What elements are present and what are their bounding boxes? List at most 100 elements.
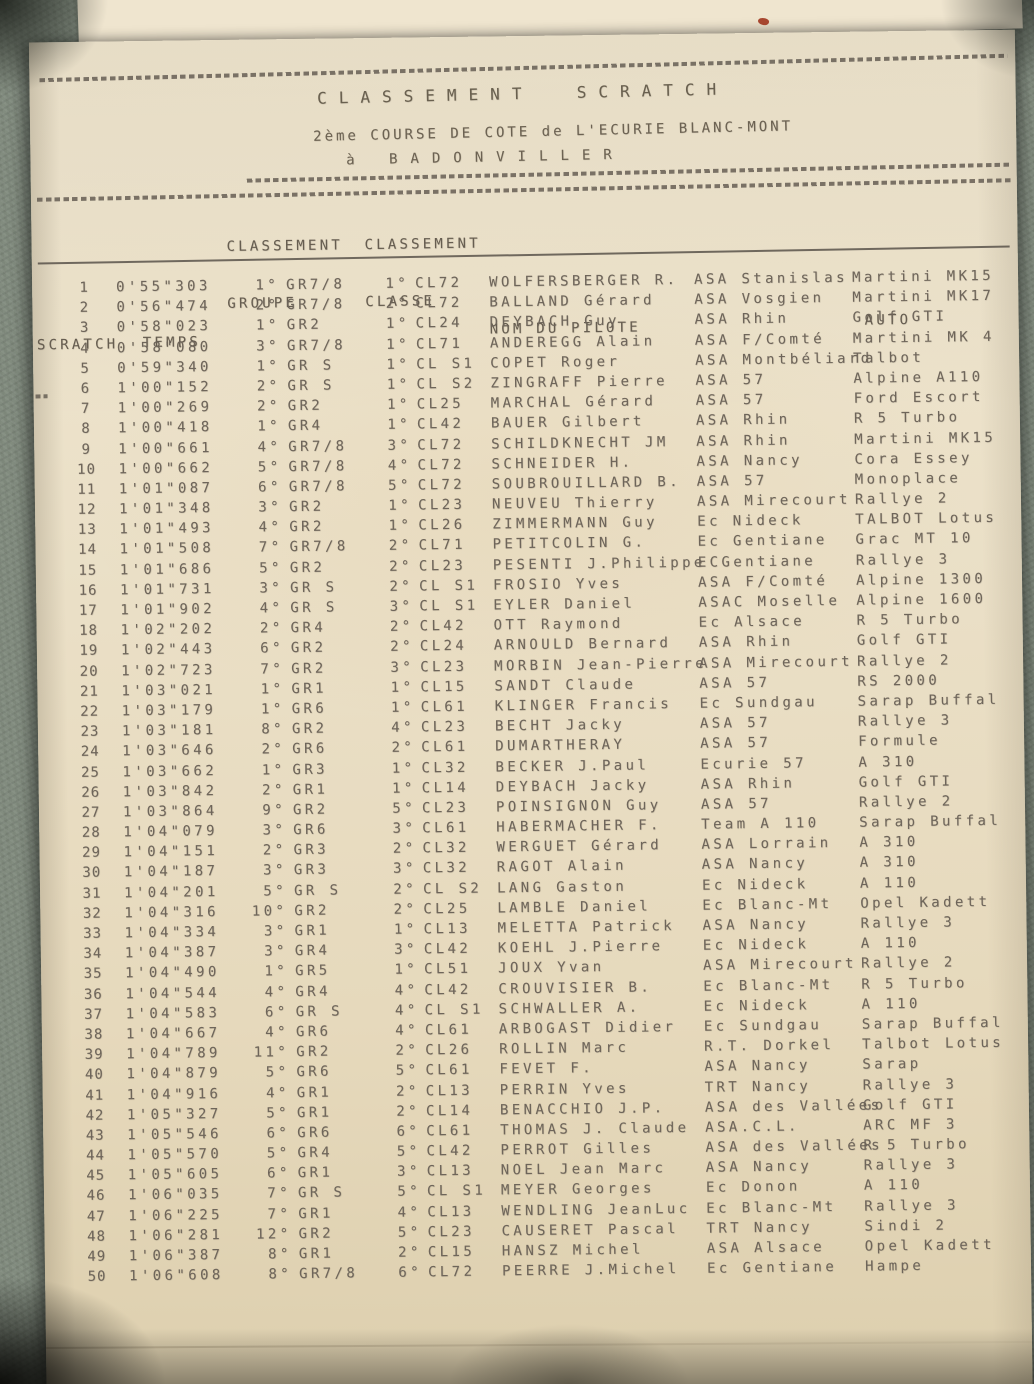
group-ranking: 1° GR2 <box>255 317 323 334</box>
scratch-position: 2 <box>79 299 90 317</box>
scratch-position: 23 <box>80 723 100 741</box>
group-ranking: 4° GR7/8 <box>257 437 348 456</box>
time: 1'01"686 <box>119 560 215 578</box>
time: 1'01"348 <box>118 500 214 518</box>
car: Rallye 3 <box>855 551 951 569</box>
driver-name: KOEHL J.Pierre <box>497 938 664 957</box>
car: Hampe <box>864 1258 925 1275</box>
paper-crease <box>46 1340 1033 1349</box>
club: ASA Mirecourt <box>702 956 857 975</box>
class-ranking: 3° CL23 <box>390 658 468 676</box>
time: 1'06"281 <box>128 1226 224 1245</box>
class-ranking: 4° CL13 <box>397 1203 475 1221</box>
car: A 110 <box>860 935 921 952</box>
driver-name: THOMAS J. Claude <box>500 1119 690 1139</box>
class-ranking: 5° CL23 <box>392 799 470 817</box>
driver-name: BAUER Gilbert <box>490 413 645 432</box>
club: ASA Rhin <box>696 432 791 450</box>
car: Monoplace <box>854 470 962 488</box>
time: 1'03"179 <box>121 702 217 720</box>
scratch-position: 1 <box>79 279 89 296</box>
group-ranking: 4° GR6 <box>265 1023 332 1041</box>
driver-name: HANSZ Michel <box>501 1241 644 1260</box>
car: Sarap Buffal <box>857 691 1000 710</box>
group-ranking: 2° GR4 <box>259 619 327 637</box>
time: 1'01"508 <box>119 540 215 558</box>
time: 1'06"225 <box>128 1206 224 1224</box>
club: ASA Mirecourt <box>696 491 851 510</box>
class-ranking: 1° CL26 <box>388 517 466 535</box>
group-ranking: 3° GR1 <box>263 922 331 940</box>
driver-name: FEVET F. <box>499 1060 595 1078</box>
driver-name: PETITCOLIN G. <box>492 534 647 553</box>
scratch-position: 7 <box>80 400 91 417</box>
car: ARC MF 3 <box>863 1116 958 1134</box>
group-ranking: 4° GR2 <box>258 518 325 536</box>
scratch-position: 34 <box>83 945 103 963</box>
scratch-position: 37 <box>84 1006 104 1023</box>
group-ranking: 10° GR2 <box>251 902 330 920</box>
time: 1'04"789 <box>126 1045 221 1063</box>
club: ASA Rhin <box>695 411 791 430</box>
group-ranking: 3° GR6 <box>262 821 329 839</box>
group-ranking: 5° GR4 <box>266 1144 334 1162</box>
club: ASA Nancy <box>701 855 809 874</box>
club: Ec Gentiane <box>706 1259 838 1277</box>
club: ASA des Vallées <box>704 1097 883 1116</box>
class-ranking: 3° CL32 <box>392 860 471 878</box>
car: Golf GTI <box>852 308 948 327</box>
driver-name: WOLFERSBERGER R. <box>488 272 679 291</box>
time: 1'05"570 <box>127 1146 223 1164</box>
group-ranking: 3° GR4 <box>264 942 331 960</box>
club: ASA Nancy <box>705 1158 813 1176</box>
time: 1'06"035 <box>127 1186 223 1204</box>
time: 1'01"731 <box>119 580 215 599</box>
car: Alpine 1600 <box>856 591 987 609</box>
driver-name: BENACCHIO J.P. <box>499 1099 666 1119</box>
group-ranking: 9° GR2 <box>262 801 329 819</box>
time: 0'58"023 <box>116 318 212 336</box>
class-ranking: 2° CL26 <box>395 1041 473 1059</box>
scratch-position: 38 <box>84 1026 104 1043</box>
driver-name: SCHWALLER A. <box>498 999 641 1018</box>
car: Rallye 3 <box>864 1197 959 1215</box>
class-ranking: 1° CL14 <box>391 779 470 797</box>
class-ranking: 2° CL25 <box>393 900 471 918</box>
scratch-position: 9 <box>81 441 92 458</box>
time: 1'01"087 <box>118 479 214 498</box>
club: TRT Nancy <box>704 1077 812 1096</box>
time: 1'00"662 <box>118 459 214 478</box>
scratch-position: 11 <box>77 481 97 498</box>
scratch-position: 40 <box>84 1066 104 1084</box>
group-ranking: 1° GR S <box>256 357 335 375</box>
class-ranking: 2° CL23 <box>389 557 467 575</box>
scratch-position: 29 <box>81 844 102 862</box>
group-ranking: 6° GR6 <box>266 1124 333 1142</box>
class-ranking: 5° CL61 <box>395 1062 473 1080</box>
header-classe-line1: CLASSEMENT <box>364 235 481 254</box>
time: 0'58"080 <box>116 338 212 356</box>
club: ASA Nancy <box>704 1057 811 1076</box>
car: Rallye 2 <box>858 793 954 811</box>
driver-name: SCHILDKNECHT JM <box>491 433 669 452</box>
time: 1'00"418 <box>117 419 213 437</box>
scratch-position: 33 <box>83 925 103 942</box>
group-ranking: 1° GR5 <box>264 963 331 980</box>
time: 1'00"661 <box>118 439 213 457</box>
group-ranking: 12° GR2 <box>255 1225 335 1243</box>
driver-name: EYLER Daniel <box>493 595 636 614</box>
class-ranking: 3° CL42 <box>394 940 472 958</box>
group-ranking: 5° GR7/8 <box>257 458 348 476</box>
group-ranking: 6° GR2 <box>260 640 327 657</box>
club: R.T. Dorkel <box>704 1037 835 1055</box>
driver-name: DUMARTHERAY <box>495 737 626 755</box>
driver-name: ARBOGAST Didier <box>498 1019 677 1038</box>
driver-name: DEYBACH Jacky <box>495 777 650 796</box>
group-ranking: 2° GR S <box>256 377 335 395</box>
car: Rallye 3 <box>860 914 956 932</box>
scratch-position: 49 <box>87 1248 107 1265</box>
class-ranking: 2° CL32 <box>392 840 470 858</box>
time: 1'04"079 <box>123 823 219 841</box>
margin-mark <box>35 394 48 399</box>
